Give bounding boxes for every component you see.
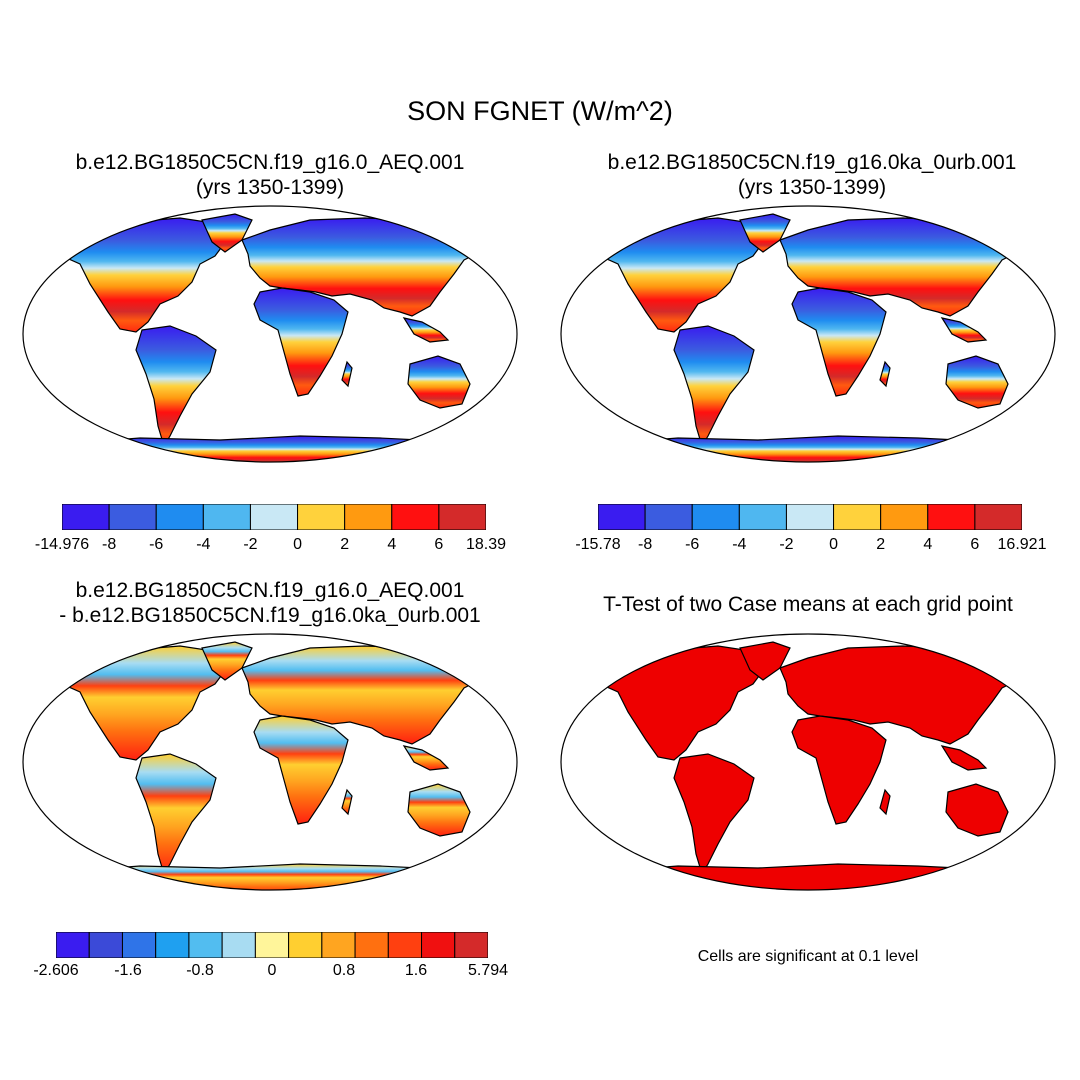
colorbar-2-box-6 — [880, 504, 929, 530]
colorbar-3-tick-label: -1.6 — [114, 962, 142, 979]
panel-1-map-border — [22, 205, 518, 463]
panel-1-colorbar — [62, 504, 486, 530]
colorbar-1-box-3 — [202, 504, 251, 530]
panel-1-colorbar-labels: -14.976 -8 -6 -4 -2 0 2 4 6 18.39 — [35, 536, 506, 558]
colorbar-3-tick-label: 0.8 — [332, 962, 356, 979]
colorbar-2-box-7 — [927, 504, 976, 530]
panel-3-title-line2: - b.e12.BG1850C5CN.f19_g16.0ka_0urb.001 — [59, 604, 481, 627]
colorbar-2-box-8 — [974, 504, 1022, 530]
colorbar-2-tick-label: 0 — [829, 536, 838, 553]
colorbar-2-box-0 — [598, 504, 646, 530]
colorbar-3-tick-label: -0.8 — [186, 962, 214, 979]
colorbar-2-box-4 — [785, 504, 835, 530]
colorbar-3-tick-label: -2.606 — [33, 962, 79, 979]
colorbar-1-tick-label: 4 — [387, 536, 397, 553]
colorbar-1-tick-label: -6 — [149, 536, 164, 553]
colorbar-2-tick-label: 4 — [923, 536, 933, 553]
colorbar-1-tick-label: -2 — [243, 536, 258, 553]
panel-2-map-border — [560, 205, 1056, 463]
colorbar-3-box-5 — [221, 932, 256, 958]
panel-3-colorbar-labels: -2.606 -1.6 -0.8 0 0.8 1.6 5.794 — [33, 962, 508, 984]
colorbar-1-box-8 — [438, 504, 486, 530]
colorbar-3-tick-label: 0 — [267, 962, 277, 979]
panel-3-map-border — [22, 633, 518, 891]
panel-2-colorbar-labels: -15.78 -8 -6 -4 -2 0 2 4 6 16.921 — [575, 536, 1046, 558]
figure-title: SON FGNET (W/m^2) — [407, 96, 673, 126]
colorbar-1-box-2 — [155, 504, 204, 530]
colorbar-1-box-4 — [249, 504, 299, 530]
significance-note: Cells are significant at 0.1 level — [697, 948, 919, 965]
colorbar-3-box-7 — [288, 932, 323, 958]
colorbar-1-tick-label: -8 — [101, 536, 117, 553]
colorbar-3-box-12 — [454, 932, 488, 958]
panel-4-map-border — [560, 633, 1056, 891]
panel-2-title-line2: (yrs 1350-1399) — [737, 176, 887, 199]
colorbar-3-tick-label: 1.6 — [404, 962, 428, 979]
colorbar-3-box-8 — [321, 932, 356, 958]
colorbar-2-tick-label: -4 — [732, 536, 747, 553]
colorbar-3-box-9 — [354, 932, 389, 958]
colorbar-3-box-11 — [421, 932, 456, 958]
colorbar-2-box-5 — [833, 504, 882, 530]
colorbar-3-box-6 — [254, 932, 290, 958]
colorbar-3-box-1 — [88, 932, 123, 958]
panel-1-title-line1: b.e12.BG1850C5CN.f19_g16.0_AEQ.001 — [75, 151, 465, 174]
colorbar-3-box-0 — [56, 932, 90, 958]
colorbar-2-box-2 — [691, 504, 740, 530]
colorbar-1-tick-label: -4 — [196, 536, 211, 553]
colorbar-2-box-3 — [738, 504, 787, 530]
colorbar-1-box-0 — [62, 504, 110, 530]
colorbar-2-tick-label: -2 — [779, 536, 794, 553]
colorbar-3-tick-label: 5.794 — [467, 962, 509, 979]
colorbar-3-box-2 — [121, 932, 157, 958]
panel-3-map — [22, 633, 518, 891]
colorbar-2-tick-label: 2 — [876, 536, 886, 553]
panel-1-title-line2: (yrs 1350-1399) — [195, 176, 345, 199]
colorbar-1-box-6 — [344, 504, 393, 530]
colorbar-3-box-3 — [155, 932, 190, 958]
panel-2-colorbar — [598, 504, 1022, 530]
panel-3-title: b.e12.BG1850C5CN.f19_g16.0_AEQ.001 - b.e… — [20, 578, 520, 628]
colorbar-2-tick-label: -6 — [685, 536, 700, 553]
panel-2-map — [560, 205, 1056, 463]
panel-3-colorbar — [56, 932, 488, 958]
panel-3-title-line1: b.e12.BG1850C5CN.f19_g16.0_AEQ.001 — [75, 579, 465, 602]
panel-4-title: T-Test of two Case means at each grid po… — [603, 593, 1013, 616]
colorbar-1-tick-label: 6 — [434, 536, 444, 553]
panel-1-map — [22, 205, 518, 463]
colorbar-2-box-1 — [644, 504, 693, 530]
colorbar-1-tick-label: 2 — [340, 536, 350, 553]
colorbar-3-box-10 — [387, 932, 423, 958]
colorbar-1-box-7 — [391, 504, 440, 530]
colorbar-3-box-4 — [188, 932, 223, 958]
panel-4-map — [560, 633, 1056, 891]
colorbar-1-tick-label: 18.39 — [465, 536, 507, 553]
colorbar-1-box-5 — [297, 504, 346, 530]
colorbar-1-box-1 — [108, 504, 157, 530]
colorbar-2-tick-label: 16.921 — [997, 536, 1047, 553]
panel-2-title: b.e12.BG1850C5CN.f19_g16.0ka_0urb.001 (y… — [562, 150, 1062, 200]
colorbar-2-tick-label: 6 — [970, 536, 980, 553]
colorbar-2-tick-label: -15.78 — [575, 536, 621, 553]
colorbar-1-tick-label: -14.976 — [34, 536, 90, 553]
panel-2-title-line1: b.e12.BG1850C5CN.f19_g16.0ka_0urb.001 — [607, 151, 1017, 174]
colorbar-2-tick-label: -8 — [637, 536, 653, 553]
panel-1-title: b.e12.BG1850C5CN.f19_g16.0_AEQ.001 (yrs … — [20, 150, 520, 200]
colorbar-1-tick-label: 0 — [293, 536, 302, 553]
